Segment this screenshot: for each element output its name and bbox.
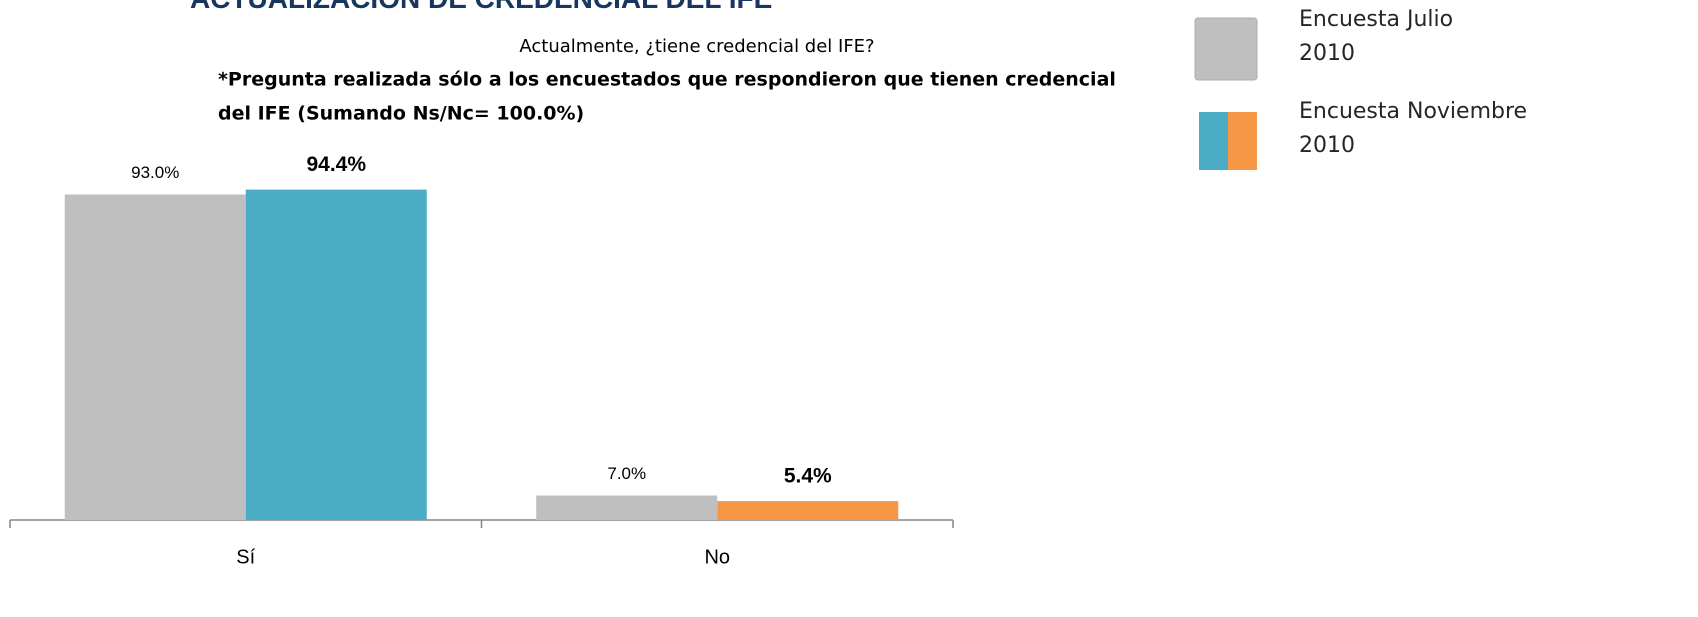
legend-label: Encuesta Noviembre 2010 [1299,99,1534,158]
data-label: 7.0% [607,464,646,483]
legend-label: Encuesta Julio 2010 [1299,7,1460,66]
bar [64,194,246,520]
legend-swatch [1228,112,1257,170]
legend-swatch [1199,112,1228,170]
data-label: 94.4% [306,153,366,176]
bar [245,189,427,520]
legend-swatch [1194,17,1258,81]
x-tick-label: No [704,546,730,568]
chart-title: ACTUALIZACIÓN DE CREDENCIAL DEL IFE [190,0,772,14]
chart-subtitle: Actualmente, ¿tiene credencial del IFE? [519,36,874,57]
x-tick-label: Sí [236,546,255,568]
data-label: 5.4% [784,465,832,488]
chart-note: *Pregunta realizada sólo a los encuestad… [218,69,1116,91]
chart-note: del IFE (Sumando Ns/Nc= 100.0%) [218,103,584,125]
data-label: 93.0% [131,163,179,182]
bar [717,501,899,520]
bar [536,495,718,520]
